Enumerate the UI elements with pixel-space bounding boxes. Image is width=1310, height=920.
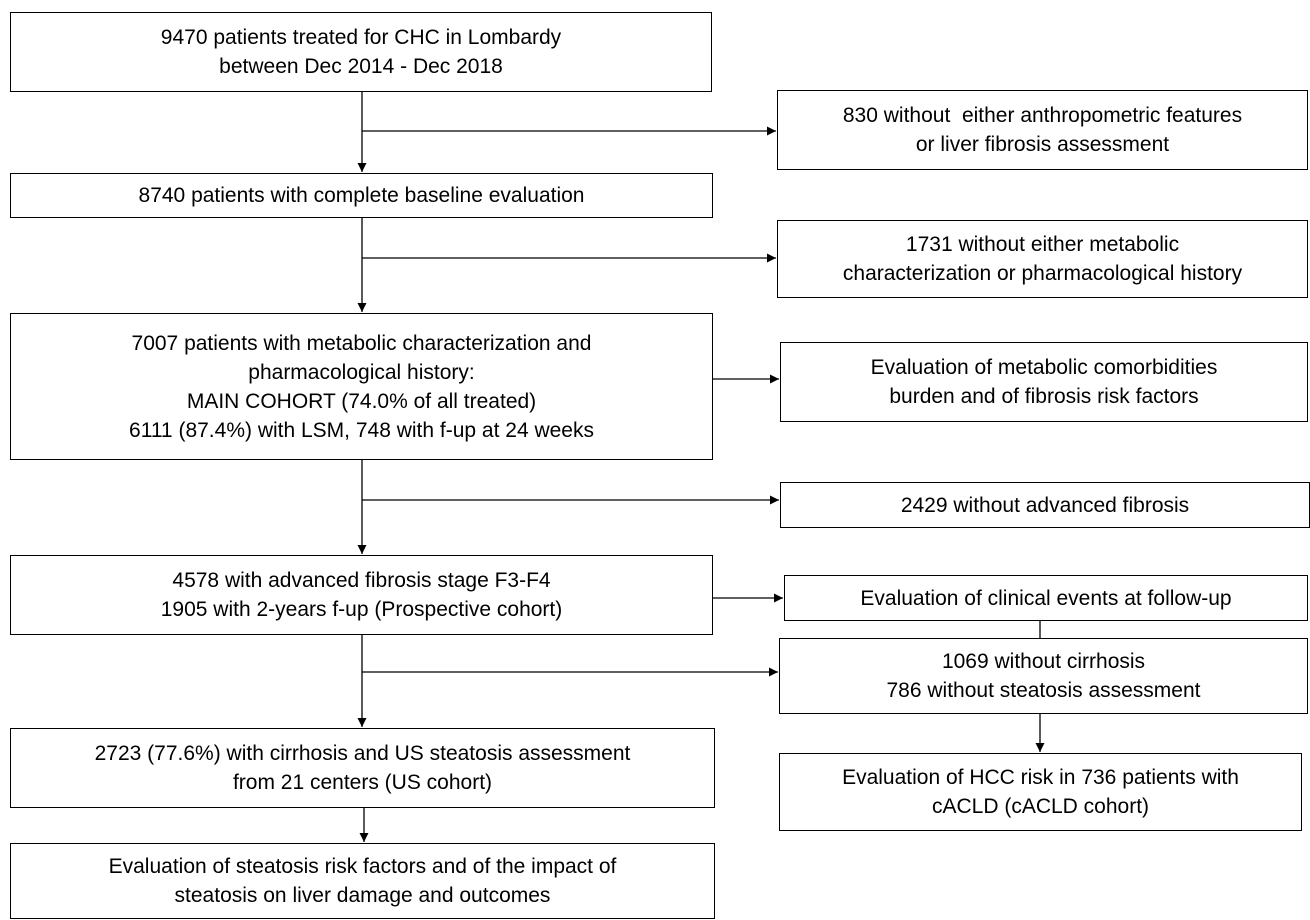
box-text: burden and of fibrosis risk factors [889,385,1199,408]
box-text: 7007 patients with metabolic characteriz… [131,331,592,355]
box-text: 4578 with advanced fibrosis stage F3-F4 [172,569,551,592]
box-text: Evaluation of steatosis risk factors and… [108,855,617,878]
box: Evaluation of clinical events at follow-… [784,575,1308,621]
box: 1069 without cirrhosis 786 without steato… [779,638,1308,714]
box-text: 1069 without cirrhosis [941,650,1146,673]
box-text: MAIN COHORT (74.0% of all treated) [186,389,537,413]
box-text: steatosis on liver damage and outcomes [174,884,551,907]
box-text: 2429 without advanced fibrosis [900,493,1190,517]
box-text: characterization or pharmacological hist… [842,262,1243,285]
box: 9470 patients treated for CHC in Lombard… [10,12,712,92]
box-text: Evaluation of HCC risk in 736 patients w… [842,766,1239,789]
box-text: 786 without steatosis assessment [886,679,1201,702]
box-text: between Dec 2014 - Dec 2018 [219,55,503,78]
box-text: 1905 with 2-years f-up (Prospective coho… [160,598,563,621]
box-text: from 21 centers (US cohort) [232,771,493,794]
box-text: Evaluation of clinical events at follow-… [860,586,1232,610]
box-text: Evaluation of metabolic comorbidities [870,356,1218,379]
box: 2723 (77.6%) with cirrhosis and US steat… [10,728,715,808]
box: 8740 patients with complete baseline eva… [10,173,713,218]
box: 7007 patients with metabolic characteriz… [10,313,713,460]
box-text: 9470 patients treated for CHC in Lombard… [160,26,562,49]
box-text: cACLD (cACLD cohort) [931,795,1150,818]
box: 1731 without either metabolic characteriz… [777,220,1308,298]
box-text: pharmacological history: [248,360,475,384]
box-text: 1731 without either metabolic [905,233,1180,256]
box-text: 8740 patients with complete baseline eva… [138,184,585,207]
box: 4578 with advanced fibrosis stage F3-F4 1… [10,555,713,635]
box: Evaluation of HCC risk in 736 patients w… [779,753,1302,831]
box: Evaluation of steatosis risk factors and… [10,843,715,919]
box-text: 830 without either anthropometric featur… [842,104,1243,127]
box-text: 6111 (87.4%) with LSM, 748 with f-up at … [129,418,594,442]
box-text: 2723 (77.6%) with cirrhosis and US steat… [94,742,631,765]
box-text: or liver fibrosis assessment [915,133,1170,156]
box: 2429 without advanced fibrosis [780,482,1310,528]
box: Evaluation of metabolic comorbidities bur… [780,342,1308,422]
box: 830 without either anthropometric featur… [777,90,1308,170]
